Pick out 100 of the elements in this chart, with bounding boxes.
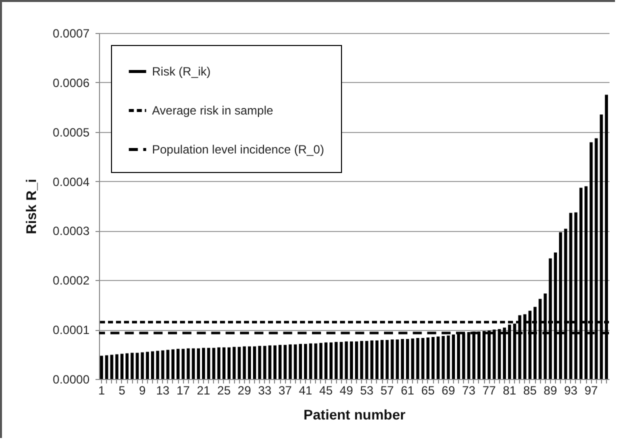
bar <box>222 347 226 379</box>
bar <box>212 348 216 379</box>
bar <box>156 350 160 379</box>
bar <box>126 353 129 379</box>
x-tick-label: 1 <box>98 384 106 398</box>
bar <box>386 340 389 379</box>
y-axis-title: Risk R_i <box>22 178 39 234</box>
bar <box>284 344 287 379</box>
x-axis-title: Patient number <box>304 406 406 422</box>
bar <box>334 342 338 379</box>
bar <box>161 350 164 379</box>
bar <box>242 346 246 379</box>
x-tick-label: 57 <box>380 384 394 398</box>
bar <box>263 346 266 379</box>
bar <box>278 344 282 379</box>
bar <box>105 355 108 379</box>
bar <box>304 344 308 379</box>
bar <box>370 340 374 379</box>
bar <box>228 347 231 379</box>
x-tick-label: 81 <box>502 384 517 398</box>
x-tick-label: 73 <box>462 384 476 398</box>
x-tick-label: 5 <box>118 384 126 398</box>
x-tick-label: 37 <box>278 384 292 398</box>
x-tick-label: 93 <box>564 384 578 398</box>
x-tick-label: 21 <box>196 384 211 398</box>
legend-label: Population level incidence (R_0) <box>152 142 324 156</box>
bar <box>340 342 343 379</box>
bar <box>273 345 276 379</box>
bar <box>344 341 348 379</box>
x-tick-label: 9 <box>139 384 146 398</box>
bar <box>196 348 200 379</box>
bar <box>110 354 114 379</box>
bar <box>380 340 384 379</box>
y-tick-label: 0.0002 <box>52 274 90 288</box>
x-tick-label: 41 <box>298 384 313 398</box>
bar <box>432 336 435 379</box>
bar <box>258 346 262 379</box>
bar <box>182 348 185 379</box>
bar <box>350 341 353 379</box>
bar <box>202 348 206 379</box>
x-tick-label: 13 <box>156 384 170 398</box>
x-tick-label: 49 <box>340 384 354 398</box>
bar <box>115 354 118 379</box>
bar <box>406 338 410 379</box>
bar <box>319 342 322 379</box>
bar <box>411 338 414 379</box>
bar <box>171 349 174 379</box>
bar <box>146 352 149 379</box>
bar <box>426 337 430 379</box>
x-tick-label: 53 <box>360 384 374 398</box>
x-tick-label: 77 <box>482 384 496 398</box>
bar <box>294 344 297 379</box>
legend-label: Average risk in sample <box>152 104 274 118</box>
bar <box>268 345 272 379</box>
bar <box>248 346 251 379</box>
x-tick-label: 97 <box>584 384 598 398</box>
x-tick-label: 89 <box>544 384 558 398</box>
bar <box>396 339 399 379</box>
bar <box>120 354 124 379</box>
bar <box>365 340 368 379</box>
bar <box>140 352 144 379</box>
bar <box>186 348 190 379</box>
bar <box>330 342 333 379</box>
x-tick-label: 61 <box>400 384 415 398</box>
bar <box>360 340 364 379</box>
bar <box>217 347 220 379</box>
bar <box>136 352 139 379</box>
bar <box>100 356 104 379</box>
bar <box>176 348 180 379</box>
bar <box>151 351 154 379</box>
x-tick-label: 17 <box>176 384 190 398</box>
bar <box>421 338 424 379</box>
bar <box>309 343 312 379</box>
x-tick-label: 45 <box>319 384 333 398</box>
bar <box>166 350 170 379</box>
x-tick-label: 65 <box>421 384 435 398</box>
y-tick-label: 0.0000 <box>52 372 90 386</box>
bar <box>130 352 134 379</box>
y-tick-label: 0.0006 <box>52 76 90 90</box>
bar <box>390 339 394 379</box>
bar <box>207 348 210 379</box>
bar <box>416 338 420 379</box>
bar <box>452 334 455 379</box>
bar <box>238 346 241 379</box>
bar <box>314 343 318 379</box>
bar <box>324 342 328 379</box>
bar <box>232 346 236 379</box>
bar <box>355 341 358 379</box>
bar <box>288 344 292 379</box>
bar <box>192 348 195 379</box>
y-tick-label: 0.0003 <box>52 224 90 238</box>
legend-label: Risk (R_ik) <box>152 64 211 78</box>
bar <box>253 346 256 379</box>
x-tick-label: 69 <box>442 384 456 398</box>
bar <box>298 344 302 379</box>
x-tick-label: 29 <box>238 384 252 398</box>
y-tick-label: 0.0007 <box>52 26 90 40</box>
bar <box>400 338 404 379</box>
y-tick-label: 0.0001 <box>52 323 90 338</box>
bar <box>436 336 440 379</box>
